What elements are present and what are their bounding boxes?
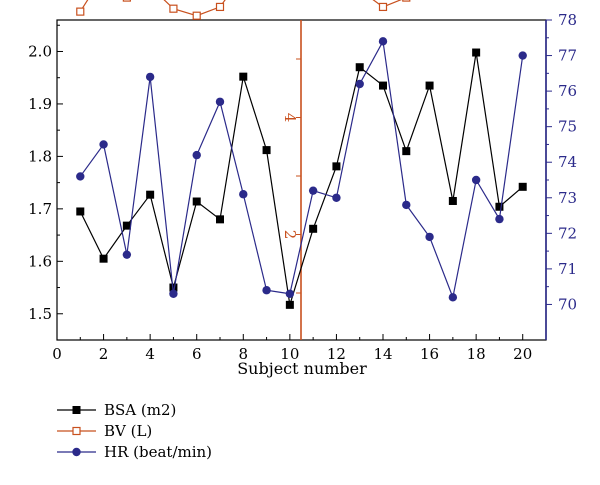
right-tick-label: 72 (558, 224, 577, 242)
left-tick-label: 1.9 (28, 95, 52, 113)
series-layer (76, 0, 527, 309)
x-axis-label: Subject number (237, 359, 367, 378)
data-point (262, 286, 271, 295)
data-point (402, 0, 411, 2)
right-tick-label: 71 (558, 260, 577, 278)
data-point (448, 196, 457, 205)
data-point (76, 7, 85, 16)
legend-item: BV (L) (57, 422, 152, 440)
bv-tick-label: 2 (281, 230, 299, 240)
data-point (378, 2, 388, 12)
right-tick-label: 70 (558, 295, 577, 313)
data-point (192, 150, 201, 160)
legend-label: BSA (m2) (104, 401, 176, 419)
legend-marker (72, 447, 81, 457)
data-point (215, 97, 225, 106)
data-point (169, 289, 178, 298)
data-point (309, 224, 318, 233)
x-tick-label: 16 (420, 345, 439, 363)
x-tick-label: 8 (239, 345, 249, 363)
data-point (262, 146, 271, 155)
series-line (79, 39, 524, 300)
data-point (285, 300, 294, 309)
right-axis-ticks: 70 71 72 73 74 75 76 77 78 (546, 11, 577, 313)
data-point (378, 37, 388, 46)
data-point (285, 289, 295, 298)
data-point (355, 79, 364, 89)
data-point (76, 172, 85, 181)
right-tick-label: 77 (558, 47, 577, 65)
legend-marker (72, 406, 81, 414)
data-point (495, 202, 504, 211)
data-point (122, 0, 131, 2)
data-point (472, 48, 481, 57)
data-point (239, 72, 248, 81)
data-point (192, 11, 201, 20)
left-tick-label: 1.8 (28, 147, 52, 165)
x-tick-label: 4 (145, 345, 155, 363)
data-point (425, 81, 434, 90)
data-point (76, 207, 85, 216)
data-point (192, 197, 201, 206)
data-point (308, 186, 318, 195)
x-tick-label: 0 (52, 345, 62, 363)
x-tick-label: 6 (192, 345, 202, 363)
x-tick-label: 10 (280, 345, 299, 363)
data-point (402, 200, 411, 210)
left-tick-label: 1.7 (28, 200, 52, 218)
right-tick-label: 75 (558, 118, 577, 136)
x-tick-label: 12 (327, 345, 346, 363)
data-point (471, 175, 481, 185)
legend-label: BV (L) (104, 422, 152, 440)
legend: BSA (m2) BV (L) HR (beat/min) (57, 401, 212, 461)
series-line (79, 0, 402, 17)
data-point (99, 140, 108, 149)
data-point (99, 254, 108, 263)
data-point (332, 162, 341, 171)
data-point (215, 2, 225, 12)
left-tick-label: 2.0 (28, 42, 52, 60)
data-point (402, 147, 411, 156)
x-tick-label: 14 (373, 345, 392, 363)
data-point (332, 193, 341, 202)
data-point (146, 190, 155, 199)
data-point (122, 221, 131, 230)
legend-item: HR (beat/min) (57, 443, 212, 461)
data-point (518, 51, 527, 60)
x-tick-label: 20 (513, 345, 532, 363)
data-point (239, 190, 248, 199)
data-point (518, 182, 527, 191)
series-line (79, 52, 524, 306)
x-tick-label: 18 (467, 345, 486, 363)
data-point (216, 215, 224, 224)
series-2 (76, 37, 527, 302)
data-point (355, 63, 364, 72)
legend-item: BSA (m2) (57, 401, 176, 419)
right-tick-label: 76 (558, 82, 577, 100)
left-tick-label: 1.5 (28, 305, 52, 323)
right-tick-label: 74 (558, 153, 577, 171)
data-point (495, 214, 504, 224)
x-axis-ticks: 0 2 4 6 8 10 12 14 16 18 20 (52, 334, 532, 363)
series-0 (76, 48, 527, 309)
left-tick-label: 1.6 (28, 252, 52, 270)
legend-label: HR (beat/min) (104, 443, 212, 461)
left-axis-ticks: 1.5 1.6 1.7 1.8 1.9 2.0 (28, 24, 63, 323)
bv-axis-ticks: 24 (281, 58, 301, 294)
right-tick-label: 78 (558, 11, 577, 29)
x-tick-label: 2 (99, 345, 109, 363)
data-point (425, 232, 434, 242)
bv-tick-label: 4 (281, 113, 299, 123)
data-point (379, 81, 387, 90)
data-point (122, 250, 132, 259)
series-1 (76, 0, 411, 20)
legend-marker (72, 426, 81, 436)
right-tick-label: 73 (558, 189, 577, 207)
data-point (448, 293, 458, 302)
plot-area: 0 2 4 6 8 10 12 14 16 18 20 1.51.61.71.81.92.0 707… (28, 0, 577, 363)
data-point (169, 4, 178, 13)
data-point (145, 72, 155, 82)
